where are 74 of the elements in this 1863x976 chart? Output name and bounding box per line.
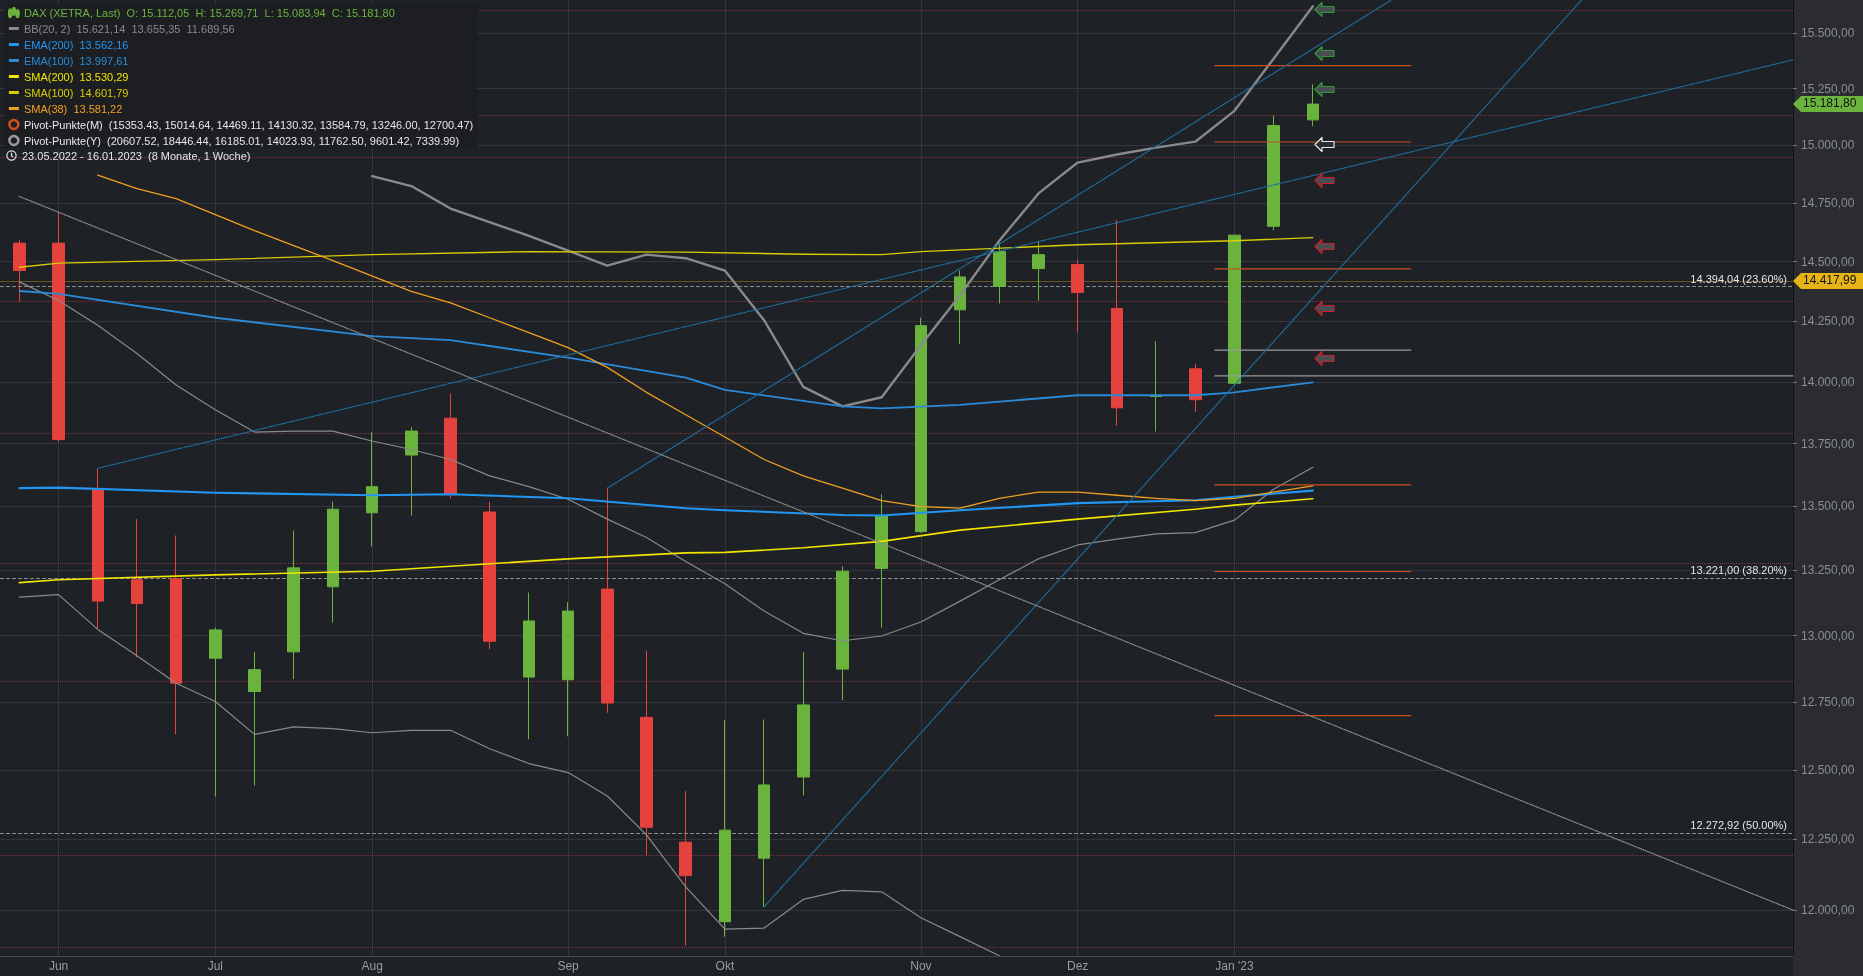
candlestick bbox=[1032, 240, 1045, 302]
legend-label: EMA(200) 13.562,16 bbox=[23, 38, 129, 51]
ref-line-label: 12.272,92 (50.00%) bbox=[1690, 819, 1787, 832]
y-tick-label: 15.250,00 bbox=[1801, 81, 1855, 96]
legend-label: DAX (XETRA, Last) O: 15.112,05 H: 15.269,71 L: 15.083,94 C: 15.181,80 bbox=[23, 6, 395, 19]
y-tick-label: 15.000,00 bbox=[1801, 138, 1855, 153]
candlestick bbox=[52, 211, 65, 443]
candlestick bbox=[875, 493, 888, 629]
candlestick bbox=[679, 790, 692, 947]
candlestick bbox=[993, 242, 1006, 304]
x-tick-label: Jan '23 bbox=[1215, 959, 1254, 973]
y-tick-label: 13.250,00 bbox=[1801, 563, 1855, 578]
text: 15.181,80 bbox=[1803, 96, 1857, 111]
candlestick bbox=[562, 601, 574, 737]
y-tick-label: 12.750,00 bbox=[1801, 695, 1855, 710]
line-series bbox=[18, 290, 1314, 410]
y-tick-label: 14.750,00 bbox=[1801, 195, 1855, 210]
candlestick bbox=[1071, 259, 1084, 334]
x-tick-label: Nov bbox=[910, 959, 932, 973]
legend-label: SMA(38) 13.581,22 bbox=[23, 102, 123, 115]
x-tick-label: Dez bbox=[1066, 959, 1089, 973]
candlestick bbox=[523, 592, 535, 740]
candlestick bbox=[13, 239, 26, 302]
y-tick-label: 12.250,00 bbox=[1801, 832, 1855, 847]
candlestick bbox=[483, 501, 496, 650]
x-tick-label: Okt bbox=[715, 959, 735, 973]
x-tick-label: Sep bbox=[557, 959, 580, 973]
candlestick bbox=[1228, 234, 1241, 387]
line-series bbox=[97, 174, 1314, 509]
legend-label: SMA(200) 13.530,29 bbox=[23, 70, 129, 83]
candlestick bbox=[758, 719, 770, 908]
candlestick bbox=[1189, 362, 1202, 413]
x-tick-label: Jun bbox=[48, 959, 69, 973]
annotation: 23.05.2022 - 16.01.2023 (8 Monate, 1 Woche) bbox=[22, 149, 251, 162]
legend-label: BB(20, 2) 15.621,14 13.655,35 11.689,56 bbox=[23, 22, 235, 35]
candlestick bbox=[131, 518, 143, 658]
y-tick-label: 14.500,00 bbox=[1801, 254, 1855, 269]
candlestick bbox=[92, 467, 104, 630]
ref-line-label: 14.394,04 (23.60%) bbox=[1690, 273, 1787, 286]
y-tick-label: 14.250,00 bbox=[1801, 314, 1855, 329]
x-tick-label: Aug bbox=[361, 959, 383, 973]
candlestick bbox=[1150, 340, 1162, 433]
y-tick-label: 15.500,00 bbox=[1801, 26, 1855, 40]
y-tick-label: 14.000,00 bbox=[1801, 374, 1855, 389]
candlestick bbox=[836, 565, 849, 701]
legend-label: Pivot-Punkte(M) (15353.43, 15014.64, 14469.11, 14130.32, 13584.79, 13246.00, 12700.47) bbox=[23, 118, 474, 131]
candlestick bbox=[366, 431, 378, 547]
candlestick bbox=[287, 530, 300, 680]
ref-line-label: 14.417,99 bbox=[1803, 272, 1857, 287]
candlestick bbox=[405, 426, 418, 517]
x-tick-label: Jul bbox=[207, 959, 224, 973]
candlestick bbox=[1111, 219, 1123, 427]
candlestick bbox=[209, 627, 222, 798]
candlestick bbox=[170, 534, 182, 735]
line-series bbox=[18, 497, 1314, 584]
y-tick-label: 13.000,00 bbox=[1801, 628, 1855, 643]
y-tick-label: 12.500,00 bbox=[1801, 763, 1855, 778]
candlestick bbox=[640, 650, 653, 857]
candlestick bbox=[1267, 115, 1280, 231]
legend-label: SMA(100) 14.601,79 bbox=[23, 86, 129, 99]
candlestick bbox=[797, 651, 810, 796]
candlestick bbox=[719, 719, 731, 938]
line-series bbox=[18, 486, 1314, 517]
candlestick bbox=[601, 487, 614, 714]
y-tick-label: 13.750,00 bbox=[1801, 436, 1855, 451]
legend-label: EMA(100) 13.997,61 bbox=[23, 54, 129, 67]
candlestick bbox=[444, 392, 457, 499]
y-tick-label: 13.500,00 bbox=[1801, 499, 1855, 514]
candlestick bbox=[327, 501, 339, 624]
candlestick bbox=[248, 651, 261, 787]
legend-label: Pivot-Punkte(Y) (20607.52, 18446.44, 16185.01, 14023.93, 11762.50, 9601.42, 7339.99) bbox=[23, 134, 460, 147]
y-tick-label: 12.000,00 bbox=[1801, 903, 1855, 917]
ref-line-label: 13.221,00 (38.20%) bbox=[1690, 564, 1787, 577]
candlestick bbox=[915, 317, 927, 534]
